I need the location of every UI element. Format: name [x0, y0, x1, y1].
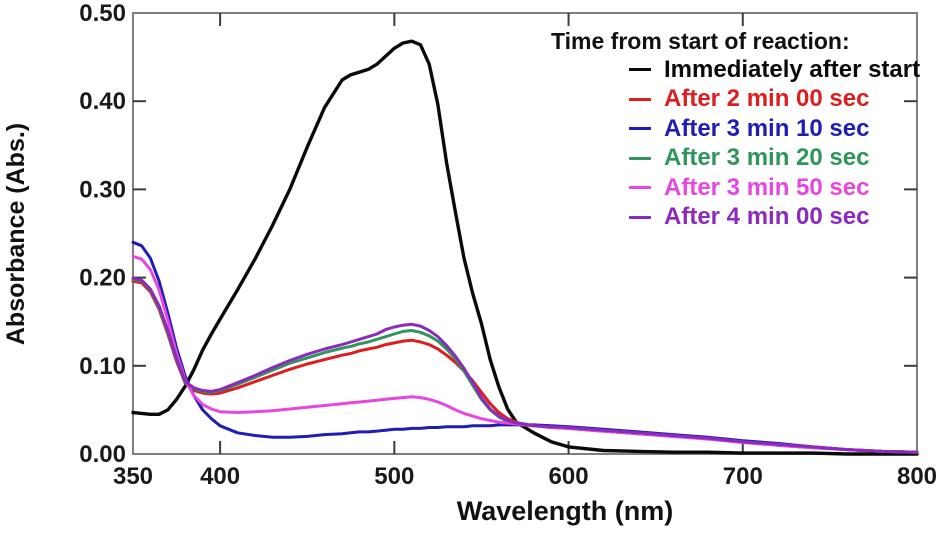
legend-line-swatch [629, 97, 651, 101]
legend-item: After 4 min 00 sec [551, 203, 920, 233]
y-tick-label: 0.50 [79, 0, 126, 27]
y-tick-label: 0.40 [79, 88, 126, 115]
y-tick-label: 0.10 [79, 353, 126, 380]
x-tick-label: 400 [200, 463, 240, 490]
legend-title: Time from start of reaction: [551, 28, 850, 54]
x-tick-label: 350 [113, 463, 153, 490]
legend-item-label: After 3 min 50 sec [664, 173, 870, 201]
legend-item-label: After 3 min 20 sec [664, 144, 870, 172]
legend-line-swatch [629, 68, 651, 72]
y-tick-label: 0.00 [79, 441, 126, 468]
y-tick-label: 0.20 [79, 265, 126, 292]
spectrum-curve-immediately-after-start [131, 39, 919, 456]
plot-frame [132, 12, 918, 455]
legend-line-swatch [629, 215, 651, 219]
x-tick-label: 600 [549, 463, 589, 490]
legend-line-swatch [629, 156, 651, 160]
legend-item-label: Immediately after start [664, 55, 921, 83]
legend-item: After 3 min 50 sec [551, 173, 920, 203]
x-tick-label: 800 [897, 463, 937, 490]
legend: Time from start of reaction: Immediately… [551, 27, 920, 232]
legend-item: After 2 min 00 sec [551, 85, 920, 115]
spectrum-curve-after-4-min-00-sec [131, 277, 919, 454]
spectrum-curve-after-3-min-10-sec [131, 240, 919, 454]
legend-item: Immediately after start [551, 55, 920, 85]
legend-item-label: After 3 min 10 sec [664, 114, 870, 142]
legend-item: After 3 min 10 sec [551, 114, 920, 144]
x-axis-title: Wavelength (nm) [457, 496, 674, 526]
legend-line-swatch [629, 127, 651, 131]
y-axis-title: Absorbance (Abs.) [2, 123, 30, 345]
x-tick-label: 700 [723, 463, 763, 490]
legend-item-label: After 4 min 00 sec [664, 203, 870, 231]
legend-item: After 3 min 20 sec [551, 144, 920, 174]
legend-item-label: After 2 min 00 sec [664, 85, 870, 113]
legend-line-swatch [629, 186, 651, 190]
x-tick-label: 500 [374, 463, 414, 490]
y-tick-label: 0.30 [79, 176, 126, 203]
